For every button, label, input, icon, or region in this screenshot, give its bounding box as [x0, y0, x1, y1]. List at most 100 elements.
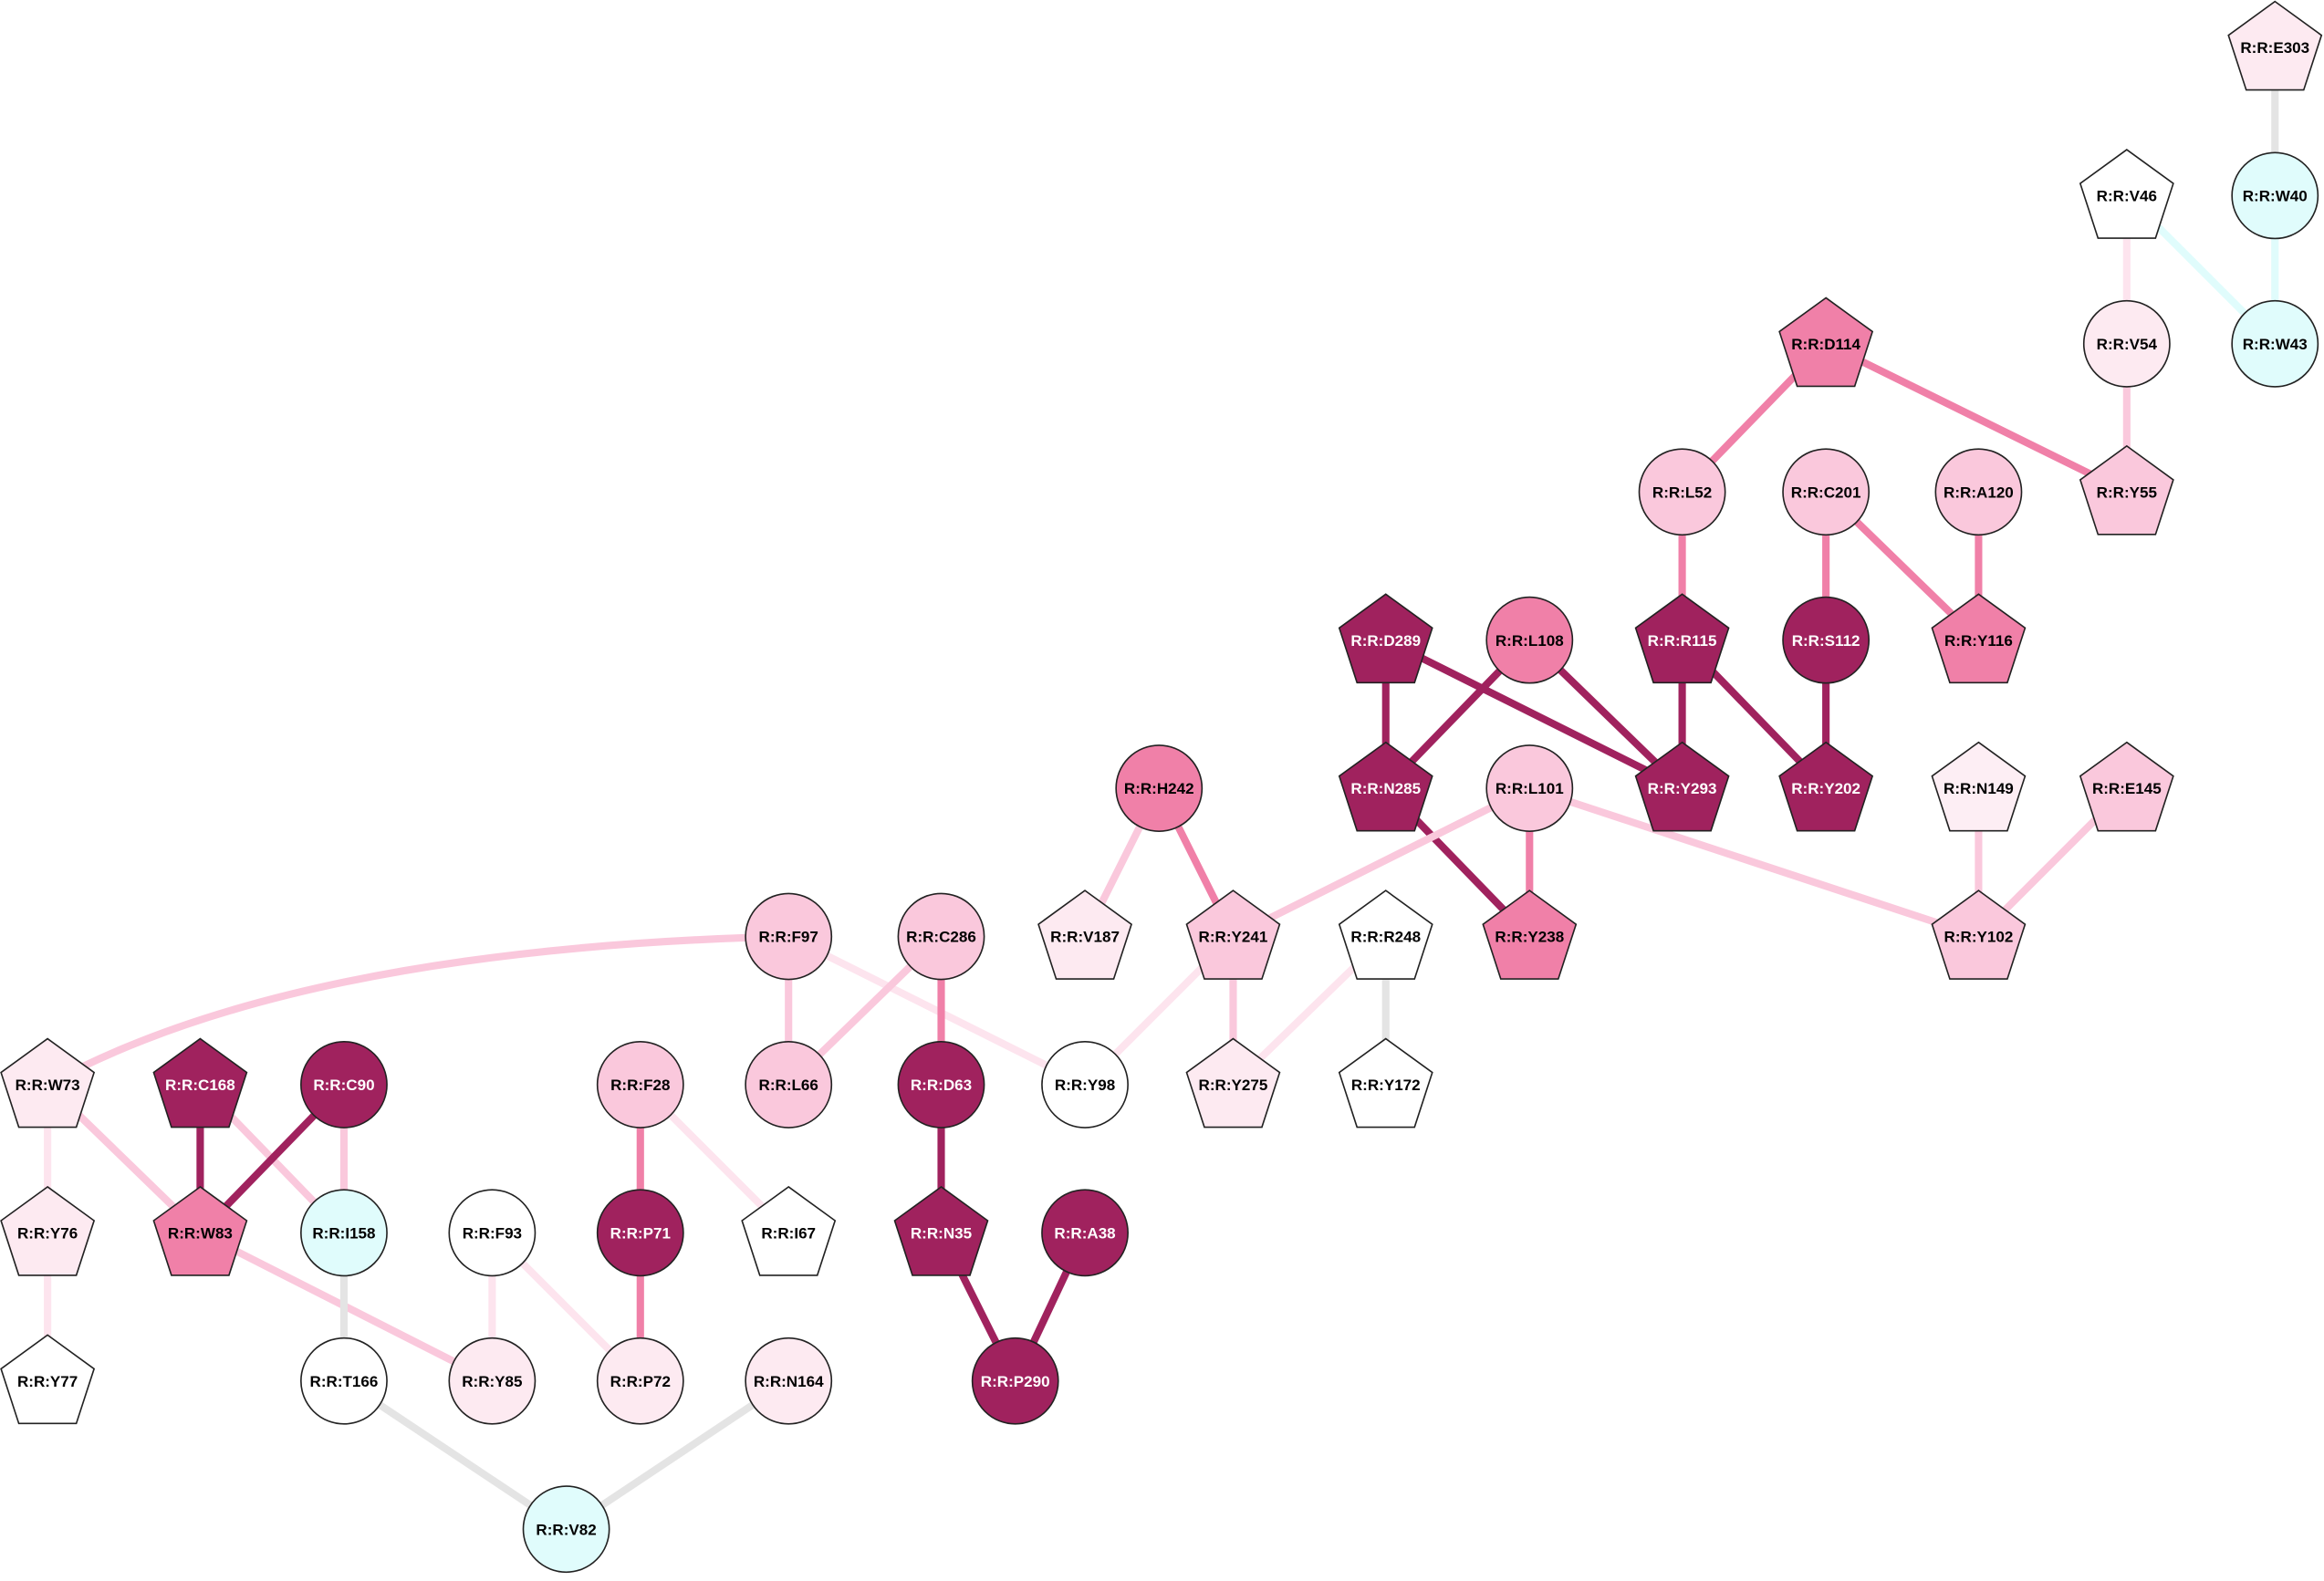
node-shape	[596, 1337, 684, 1425]
node: R:R:N35	[893, 1185, 989, 1276]
node: R:R:Y241	[1185, 889, 1281, 980]
node-shape	[1931, 741, 2027, 832]
node-shape	[1782, 448, 1871, 536]
node-label: R:R:E145	[2092, 780, 2162, 797]
node-shape	[1638, 448, 1726, 536]
node-label: R:R:C286	[906, 929, 976, 946]
node: R:R:N285	[1338, 741, 1433, 832]
node: R:R:F97	[745, 892, 833, 981]
node-label: R:R:Y116	[1944, 632, 2013, 650]
node: R:R:N149	[1931, 741, 2027, 832]
node-shape	[1338, 593, 1433, 684]
node-label: R:R:D289	[1350, 632, 1421, 650]
node-shape	[1037, 889, 1132, 980]
node-shape	[2231, 151, 2319, 240]
node-shape	[745, 1337, 833, 1425]
node-shape	[1931, 593, 2027, 684]
edge	[564, 1378, 791, 1533]
node-label: R:R:F28	[610, 1077, 670, 1094]
node-label: R:R:Y76	[17, 1224, 78, 1242]
node-shape	[2079, 444, 2174, 536]
edge	[1383, 637, 1684, 792]
node-label: R:R:P72	[610, 1373, 671, 1390]
node: R:R:L66	[745, 1040, 833, 1129]
node: R:R:W83	[152, 1185, 248, 1276]
node: R:R:Y116	[1931, 593, 2027, 684]
node-label: R:R:N35	[911, 1224, 972, 1242]
node-shape	[1782, 596, 1871, 684]
node: R:R:T166	[300, 1337, 388, 1425]
node: R:R:D63	[897, 1040, 985, 1129]
node-shape	[522, 1485, 610, 1574]
node-label: R:R:N149	[1944, 780, 2014, 797]
node: R:R:P71	[596, 1189, 684, 1277]
node-shape	[1931, 889, 2027, 980]
node-shape	[1634, 741, 1730, 832]
node: R:R:L108	[1485, 596, 1574, 684]
node-label: R:R:L66	[759, 1077, 818, 1094]
node: R:R:N164	[745, 1337, 833, 1425]
node-label: R:R:C168	[165, 1077, 235, 1094]
node: R:R:V82	[522, 1485, 610, 1574]
node: R:R:Y55	[2079, 444, 2174, 536]
node-label: R:R:H242	[1124, 780, 1194, 797]
node: R:R:V46	[2079, 149, 2174, 239]
node-label: R:R:W40	[2243, 188, 2308, 205]
node: R:R:P290	[971, 1337, 1059, 1425]
node-shape	[1778, 296, 1874, 388]
edge	[46, 932, 789, 1088]
node: R:R:W73	[0, 1037, 96, 1129]
node: R:R:Y85	[448, 1337, 537, 1425]
node-shape	[1338, 1037, 1433, 1129]
node: R:R:C201	[1782, 448, 1871, 536]
node-shape	[897, 892, 985, 981]
node: R:R:W40	[2231, 151, 2319, 240]
node-label: R:R:V46	[2097, 188, 2157, 205]
node: R:R:Y98	[1041, 1040, 1129, 1129]
node-label: R:R:L52	[1652, 484, 1712, 501]
node-label: R:R:Y102	[1944, 929, 2014, 946]
node: R:R:E303	[2227, 0, 2323, 91]
node-shape	[1041, 1189, 1129, 1277]
node-shape	[741, 1185, 837, 1276]
node-shape	[745, 892, 833, 981]
node: R:R:D114	[1778, 296, 1874, 388]
node-shape	[897, 1040, 985, 1129]
node-label: R:R:V82	[536, 1521, 596, 1538]
node-label: R:R:I158	[312, 1224, 375, 1242]
node-label: R:R:V54	[2097, 336, 2158, 353]
node-shape	[893, 1185, 989, 1276]
node: R:R:Y77	[0, 1334, 96, 1425]
node-label: R:R:I67	[761, 1224, 816, 1242]
node: R:R:P72	[596, 1337, 684, 1425]
node-shape	[0, 1185, 96, 1276]
node-label: R:R:A120	[1944, 484, 2014, 501]
node-shape	[2227, 0, 2323, 91]
node-shape	[300, 1189, 388, 1277]
node-shape	[1338, 741, 1433, 832]
edge	[1231, 785, 1532, 941]
node-label: R:R:Y172	[1351, 1077, 1421, 1094]
node-shape	[1778, 741, 1874, 832]
node-shape	[0, 1037, 96, 1129]
node-label: R:R:E303	[2240, 39, 2309, 57]
node: R:R:C90	[300, 1040, 388, 1129]
node-shape	[1338, 889, 1433, 980]
node-label: R:R:F93	[463, 1224, 522, 1242]
node-label: R:R:W43	[2243, 336, 2308, 353]
node-label: R:R:P290	[981, 1373, 1050, 1390]
node-shape	[152, 1037, 248, 1129]
edge	[341, 1378, 568, 1533]
node-shape	[1482, 889, 1578, 980]
node-label: R:R:Y202	[1791, 780, 1860, 797]
node-shape	[2079, 741, 2174, 832]
node: R:R:Y293	[1634, 741, 1730, 832]
node-label: R:R:L101	[1495, 780, 1564, 797]
node-label: R:R:A38	[1054, 1224, 1115, 1242]
node: R:R:I158	[300, 1189, 388, 1277]
node-shape	[596, 1189, 684, 1277]
node-shape	[1185, 1037, 1281, 1129]
node-shape	[2082, 299, 2171, 388]
node-shape	[2079, 149, 2174, 239]
